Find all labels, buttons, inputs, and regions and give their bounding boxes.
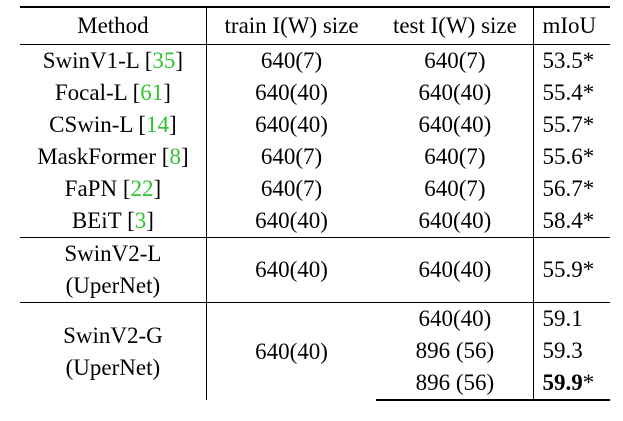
test-size-cell: 640(40): [376, 205, 535, 238]
miou-cell: 55.6*: [542, 144, 595, 169]
table-row: 896 (56) 59.9*: [20, 367, 610, 401]
miou-cell: 59.3: [542, 338, 583, 363]
method-name: SwinV2-G: [63, 322, 163, 348]
citation-link[interactable]: 3: [134, 208, 147, 233]
test-size-cell: 640(7): [376, 141, 535, 173]
table-row-swinv2-g: SwinV2-G (UperNet) 640(40) 640(40) 59.1: [20, 302, 610, 400]
train-size-cell: 640(40): [206, 302, 377, 400]
method-subtitle: (UperNet): [65, 354, 161, 380]
method-cell: BEiT [3]: [20, 205, 207, 238]
header-train-size: train I(W) size: [206, 6, 377, 45]
train-size-cell: 640(7): [260, 144, 323, 169]
train-size-cell: 640(40): [255, 112, 328, 137]
test-size-cell: 640(40): [376, 77, 535, 109]
table-row: SwinV1-L [35] 640(7) 640(7) 53.5*: [20, 44, 610, 77]
test-size-cell: 640(7): [376, 44, 535, 77]
table-row: 896 (56) 59.3: [20, 335, 610, 367]
method-name: MaskFormer: [37, 144, 157, 169]
train-size-cell: 640(40): [206, 237, 377, 303]
table-row: Focal-L [61] 640(40) 640(40) 55.4*: [20, 77, 610, 109]
train-size-cell: 640(40): [255, 80, 328, 105]
test-size-cell: 640(7): [376, 173, 535, 205]
citation-link[interactable]: 35: [152, 48, 176, 73]
method-cell: MaskFormer [8]: [20, 141, 207, 173]
method-cell: SwinV2-G (UperNet): [20, 302, 207, 400]
test-size-cell: 640(40): [376, 237, 535, 303]
method-cell: SwinV1-L [35]: [20, 44, 207, 77]
test-size-cell: 640(40): [376, 302, 535, 335]
table-row-swinv2-l: SwinV2-L (UperNet) 640(40) 640(40) 55.9*: [20, 237, 610, 303]
method-cell: Focal-L [61]: [20, 77, 207, 109]
miou-cell: 59.1: [533, 302, 610, 335]
method-name: CSwin-L: [49, 112, 133, 137]
header-test-size: test I(W) size: [376, 6, 535, 45]
results-table: Method train I(W) size test I(W) size mI…: [20, 6, 610, 401]
table-row: CSwin-L [14] 640(40) 640(40) 55.7*: [20, 109, 610, 141]
train-size-cell: 640(7): [260, 48, 323, 73]
table-row: FaPN [22] 640(7) 640(7) 56.7*: [20, 173, 610, 205]
best-miou-mark: *: [582, 370, 595, 395]
method-name: Focal-L: [54, 80, 127, 105]
header-miou: mIoU: [533, 6, 610, 45]
miou-cell: 53.5*: [542, 48, 595, 73]
header-method: Method: [20, 6, 207, 45]
citation-link[interactable]: 14: [146, 112, 170, 137]
best-miou-value: 59.9: [542, 370, 583, 395]
method-cell: FaPN [22]: [20, 173, 207, 205]
table-row: MaskFormer [8] 640(7) 640(7) 55.6*: [20, 141, 610, 173]
method-cell: CSwin-L [14]: [20, 109, 207, 141]
method-name: SwinV1-L: [42, 48, 139, 73]
citation-link[interactable]: 61: [140, 80, 164, 105]
miou-cell: 55.7*: [542, 112, 595, 137]
test-size-cell: 896 (56): [376, 367, 535, 401]
train-size-cell: 640(40): [255, 208, 328, 233]
citation-link[interactable]: 22: [130, 176, 154, 201]
test-size-cell: 640(40): [376, 109, 535, 141]
header-row: Method train I(W) size test I(W) size mI…: [20, 6, 610, 45]
method-cell: SwinV2-L (UperNet): [20, 237, 207, 303]
miou-cell: 58.4*: [542, 208, 595, 233]
method-name: FaPN: [64, 176, 118, 201]
miou-cell: 55.4*: [542, 80, 595, 105]
method-subtitle: (UperNet): [65, 273, 161, 298]
miou-cell: 55.9*: [533, 237, 610, 303]
table-row: BEiT [3] 640(40) 640(40) 58.4*: [20, 205, 610, 238]
miou-cell: 56.7*: [542, 176, 595, 201]
citation-link[interactable]: 8: [169, 144, 181, 169]
miou-cell-best: 59.9*: [533, 367, 610, 401]
method-name: BEiT: [71, 208, 122, 233]
train-size-cell: 640(7): [260, 176, 323, 201]
method-name: SwinV2-L: [64, 241, 162, 266]
test-size-cell: 896 (56): [376, 335, 535, 367]
